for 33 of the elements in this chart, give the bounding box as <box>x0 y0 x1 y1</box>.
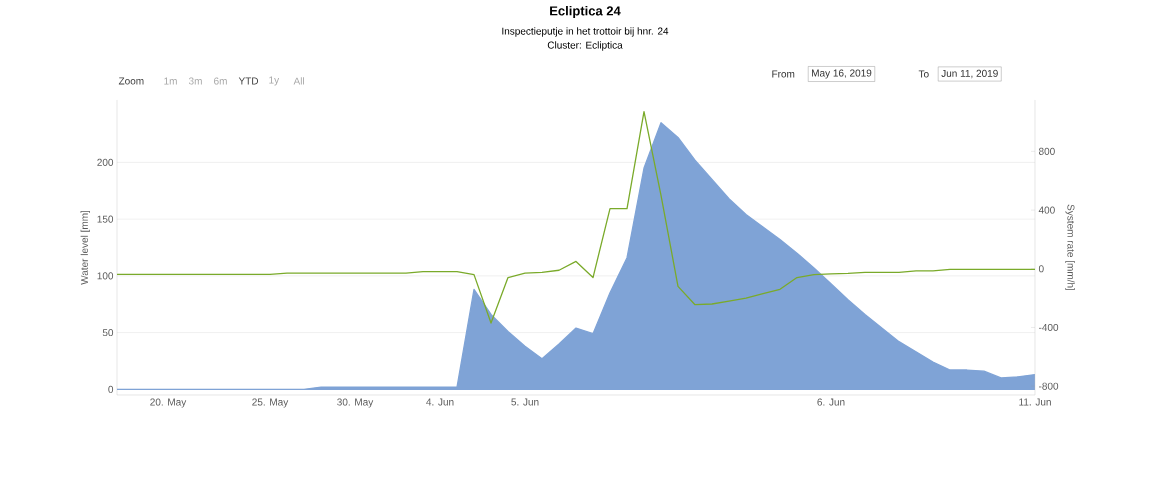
x-tick-label: 20. May <box>150 398 187 408</box>
x-tick-label: 30. May <box>337 398 374 408</box>
y-tick-label: 200 <box>97 158 114 166</box>
y-tick-label: 0 <box>108 385 114 393</box>
y-tick-label: 100 <box>97 272 114 280</box>
y2-tick-label: 800 <box>1038 147 1055 155</box>
chart-title: Ecliptica 24 <box>550 5 621 19</box>
text: To <box>918 70 929 78</box>
text: Cluster: Ecliptica <box>547 41 623 51</box>
chart-subtitle: Inspectieputje in het trottoir bij hnr. 24 <box>502 27 669 37</box>
text: May 16, 2019 <box>812 69 872 79</box>
y-tick-label: 150 <box>97 215 114 223</box>
text: From <box>772 70 795 78</box>
y-axis-title: Water level [mm] <box>80 210 90 285</box>
text: Zoom <box>118 77 144 85</box>
y2-tick-label: -800 <box>1038 382 1059 390</box>
x-tick-label: 4. Jun <box>426 398 454 406</box>
text: 1m <box>164 77 177 85</box>
x-tick-label: 25. May <box>252 398 289 408</box>
y2-tick-label: 0 <box>1038 265 1044 273</box>
text: All <box>293 77 304 85</box>
y2-axis-title: System rate [mm/h] <box>1065 204 1075 291</box>
x-tick-label: 6. Jun <box>817 398 845 406</box>
x-tick-label: 11. Jun <box>1019 398 1051 406</box>
x-tick-label: 5. Jun <box>511 398 539 406</box>
text: 3m <box>188 77 202 85</box>
y2-tick-label: -400 <box>1038 323 1059 332</box>
y2-tick-label: 400 <box>1038 206 1055 214</box>
text: 6m <box>214 77 227 85</box>
text: Jun 11, 2019 <box>941 69 998 79</box>
y-tick-label: 50 <box>102 329 114 337</box>
text: 1y <box>269 76 280 86</box>
text: YTD <box>238 77 259 85</box>
